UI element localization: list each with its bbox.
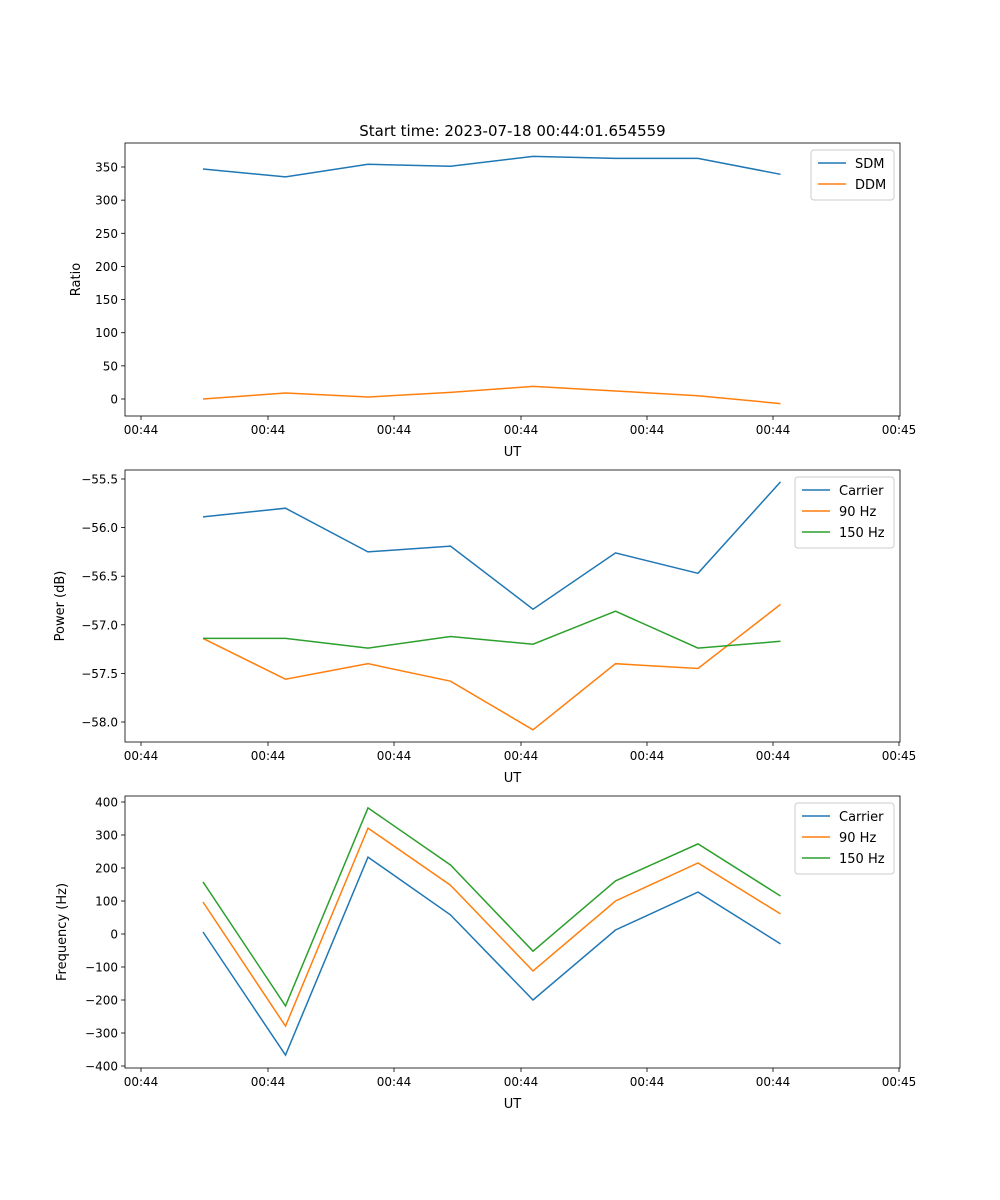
y-axis-label: Ratio <box>69 263 84 296</box>
series-line-150-hz <box>202 806 781 1008</box>
series-line-sdm <box>202 155 781 178</box>
x-tick-label: 00:44 <box>630 423 665 437</box>
x-tick-label: 00:44 <box>124 749 159 763</box>
y-tick-label: 150 <box>95 293 118 307</box>
y-tick-label: 100 <box>95 895 118 909</box>
y-tick-label: 0 <box>110 393 118 407</box>
y-tick-label: 200 <box>95 260 118 274</box>
x-tick-label: 00:44 <box>756 749 791 763</box>
y-tick-label: −56.5 <box>81 570 118 584</box>
x-tick-label: 00:44 <box>124 423 159 437</box>
y-tick-label: 300 <box>95 829 118 843</box>
y-tick-label: −55.5 <box>81 473 118 487</box>
axes-frame <box>124 469 901 743</box>
x-tick-label: 00:45 <box>882 423 917 437</box>
y-tick-label: −400 <box>85 1060 118 1074</box>
y-tick-label: −200 <box>85 994 118 1008</box>
legend-label: 150 Hz <box>839 526 885 541</box>
y-axis-label: Power (dB) <box>53 571 68 642</box>
x-tick-label: 00:44 <box>756 1075 791 1089</box>
y-tick-label: −57.0 <box>81 618 118 632</box>
x-tick-label: 00:44 <box>504 1075 539 1089</box>
x-axis-label: UT <box>504 445 522 460</box>
x-tick-label: 00:45 <box>882 1075 917 1089</box>
x-tick-label: 00:44 <box>377 1075 412 1089</box>
legend-label: 90 Hz <box>839 831 876 846</box>
y-tick-label: 100 <box>95 326 118 340</box>
y-tick-label: −58.0 <box>81 716 118 730</box>
x-tick-label: 00:44 <box>377 423 412 437</box>
y-tick-label: −57.5 <box>81 667 118 681</box>
subplot-1: Start time: 2023-07-18 00:44:01.65455900… <box>69 122 916 460</box>
subplot-2: 00:44 00:44 00:44 00:44 00:44 00:44 00:45 UT −58… <box>53 469 917 786</box>
x-axis-label: UT <box>504 771 522 786</box>
y-tick-label: 200 <box>95 862 118 876</box>
legend-label: 150 Hz <box>839 852 885 867</box>
series-line-90-hz <box>202 826 781 1028</box>
x-tick-label: 00:44 <box>630 749 665 763</box>
y-axis-label: Frequency (Hz) <box>55 883 70 981</box>
y-tick-label: −300 <box>85 1027 118 1041</box>
y-tick-label: 300 <box>95 194 118 208</box>
y-tick-label: −100 <box>85 961 118 975</box>
x-axis-label: UT <box>504 1097 522 1112</box>
legend: Carrier 90 Hz 150 Hz <box>794 802 895 875</box>
x-tick-label: 00:44 <box>377 749 412 763</box>
legend: Carrier 90 Hz 150 Hz <box>794 476 895 549</box>
series-line-150-hz <box>203 610 781 649</box>
x-tick-label: 00:44 <box>504 423 539 437</box>
x-tick-label: 00:44 <box>630 1075 665 1089</box>
x-tick-label: 00:44 <box>251 1075 286 1089</box>
x-tick-label: 00:45 <box>882 749 917 763</box>
legend-label: SDM <box>855 157 884 172</box>
y-tick-label: 400 <box>95 796 118 810</box>
legend-box <box>794 802 895 875</box>
x-tick-label: 00:44 <box>504 749 539 763</box>
y-tick-label: 350 <box>95 161 118 175</box>
legend-label: 90 Hz <box>839 505 876 520</box>
x-tick-label: 00:44 <box>251 749 286 763</box>
x-tick-label: 00:44 <box>251 423 286 437</box>
series-line-90-hz <box>202 603 781 731</box>
y-tick-label: −56.0 <box>81 521 118 535</box>
legend-label: Carrier <box>839 810 884 825</box>
legend-box <box>794 476 895 549</box>
series-line-carrier <box>202 855 781 1057</box>
y-tick-label: 50 <box>103 359 118 373</box>
x-tick-label: 00:44 <box>756 423 791 437</box>
y-tick-label: 250 <box>95 227 118 241</box>
series-line-ddm <box>202 385 781 405</box>
legend-label: Carrier <box>839 484 884 499</box>
legend: SDM DDM <box>810 149 895 201</box>
axes-frame <box>124 795 901 1069</box>
y-tick-label: 0 <box>110 928 118 942</box>
chart-title: Start time: 2023-07-18 00:44:01.654559 <box>359 122 665 140</box>
x-tick-label: 00:44 <box>124 1075 159 1089</box>
legend-label: DDM <box>855 178 886 193</box>
axes-frame <box>124 142 901 417</box>
series-line-carrier <box>202 481 782 611</box>
subplot-3: 00:44 00:44 00:44 00:44 00:44 00:44 00:45 UT −40… <box>55 796 916 1113</box>
